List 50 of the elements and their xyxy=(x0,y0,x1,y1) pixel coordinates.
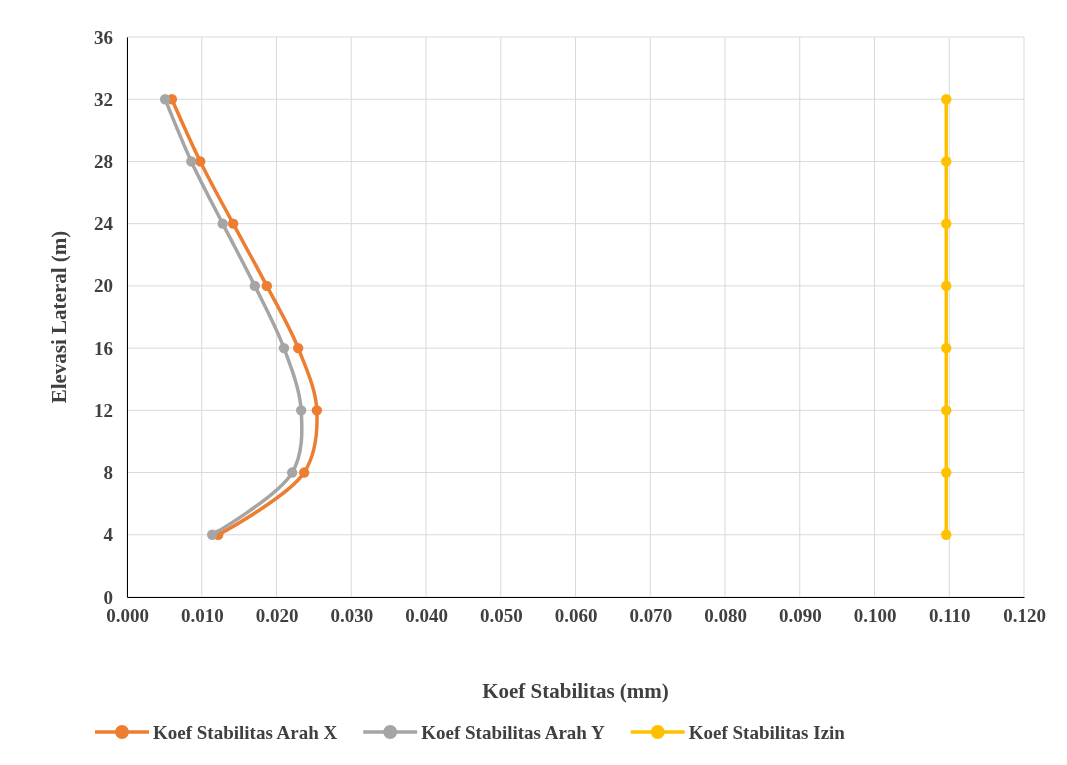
x-tick-label: 0.020 xyxy=(255,605,299,627)
point xyxy=(941,280,952,292)
y-tick-label: 0 xyxy=(103,586,113,608)
y-tick-label: 16 xyxy=(94,337,113,359)
point xyxy=(207,529,218,540)
y-tick-label: 20 xyxy=(94,275,113,297)
legend-label: Koef Stabilitas Izin xyxy=(688,722,846,743)
legend-label: Koef Stabilitas Arah Y xyxy=(421,722,605,743)
point xyxy=(941,529,952,540)
point xyxy=(941,94,952,105)
point xyxy=(298,467,310,478)
point xyxy=(295,405,307,416)
y-tick-label: 36 xyxy=(94,26,113,48)
point xyxy=(292,342,304,354)
x-tick-label: 0.010 xyxy=(180,605,224,627)
x-tick-label: 0.120 xyxy=(1003,605,1046,627)
point xyxy=(941,405,952,416)
x-tick-label: 0.090 xyxy=(778,605,822,627)
y-axis-title: Elevasi Lateral (m) xyxy=(47,230,71,404)
point xyxy=(227,218,239,229)
point xyxy=(311,405,323,416)
x-tick-label: 0.080 xyxy=(704,605,747,627)
y-tick-label: 4 xyxy=(103,524,114,546)
point xyxy=(941,467,952,478)
x-tick-label: 0.000 xyxy=(106,605,149,627)
point xyxy=(195,156,206,167)
point xyxy=(278,342,290,354)
point xyxy=(217,218,228,229)
x-tick-label: 0.040 xyxy=(405,605,448,627)
point xyxy=(941,218,952,229)
x-tick-label: 0.110 xyxy=(928,605,971,627)
x-axis-title: Koef Stabilitas (mm) xyxy=(482,679,669,703)
y-tick-label: 8 xyxy=(103,462,113,484)
point xyxy=(941,156,952,167)
y-tick-label: 24 xyxy=(94,213,114,235)
x-tick-label: 0.050 xyxy=(479,605,523,627)
legend-label: Koef Stabilitas Arah X xyxy=(153,722,338,743)
point xyxy=(287,467,298,478)
x-tick-label: 0.060 xyxy=(554,605,598,627)
x-tick-label: 0.070 xyxy=(629,605,673,627)
point xyxy=(941,342,952,354)
y-tick-label: 32 xyxy=(94,88,113,110)
point xyxy=(159,94,171,105)
x-tick-label: 0.030 xyxy=(330,605,374,627)
point xyxy=(186,156,197,167)
point xyxy=(261,280,272,292)
y-tick-label: 28 xyxy=(94,151,113,173)
point xyxy=(249,280,261,292)
x-tick-label: 0.100 xyxy=(853,605,897,627)
y-tick-label: 12 xyxy=(94,399,113,421)
